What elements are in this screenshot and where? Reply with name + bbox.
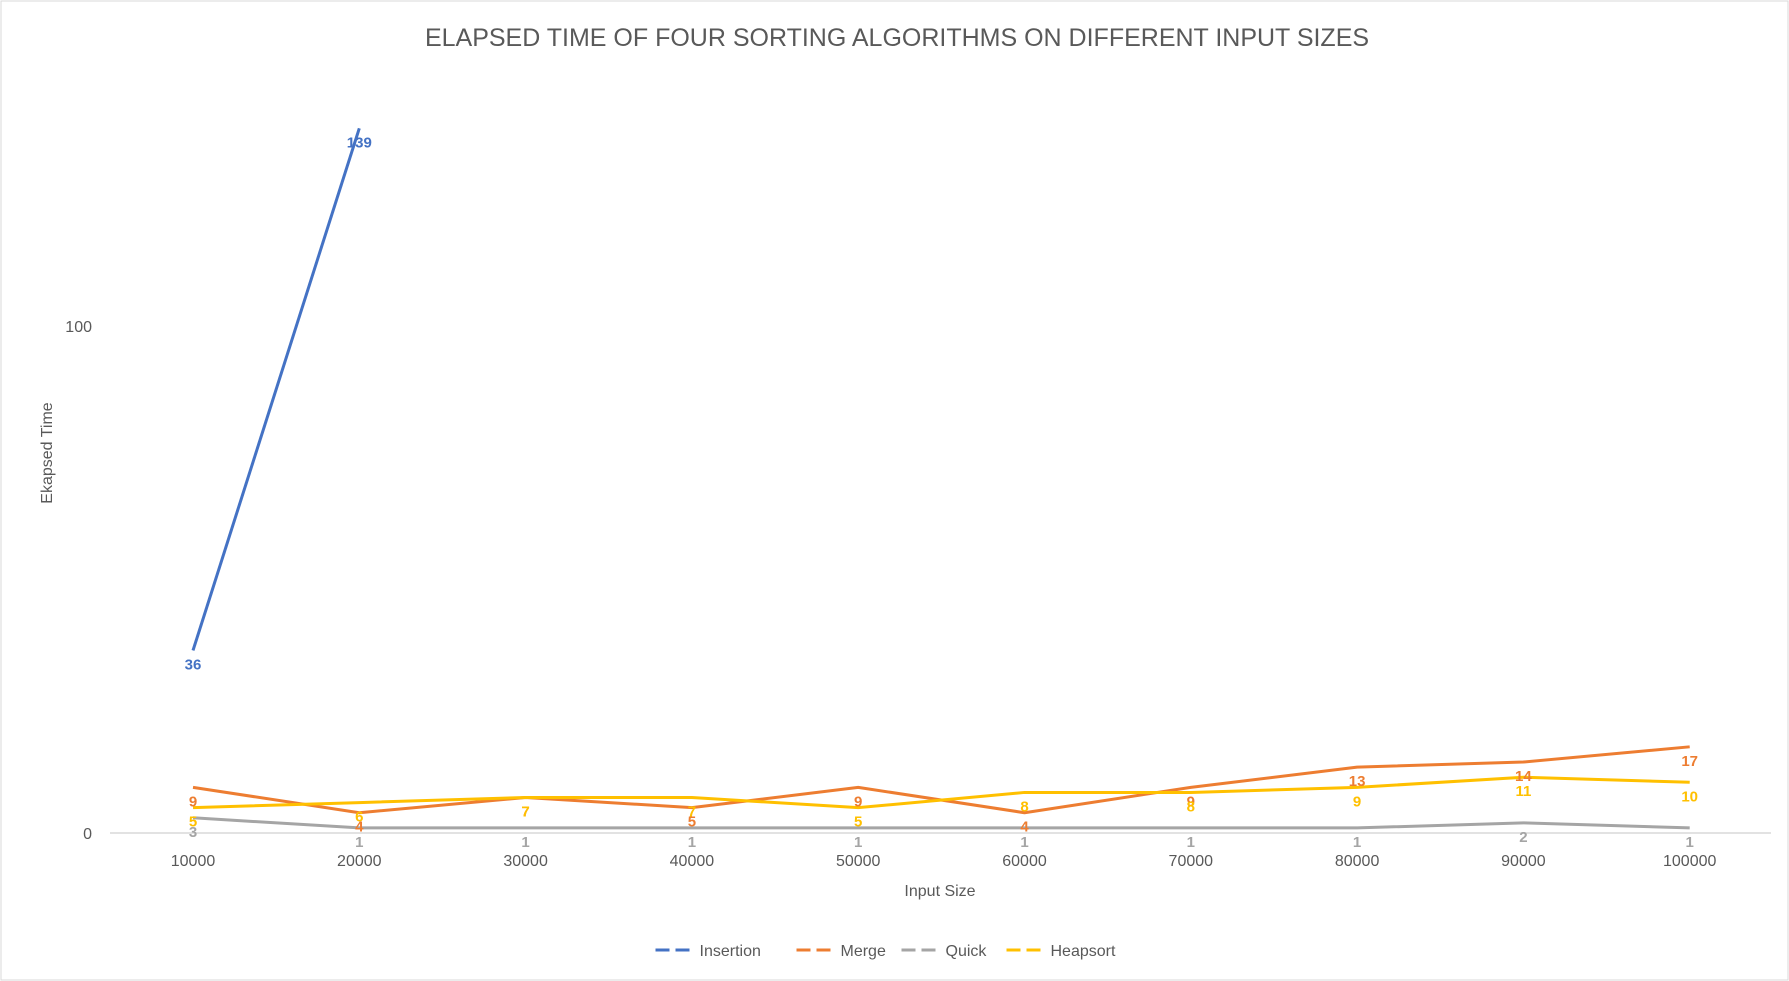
data-label-quick: 1 bbox=[521, 834, 529, 851]
series-lines bbox=[191, 127, 1690, 830]
x-tick-label: 10000 bbox=[171, 853, 216, 870]
data-label-merge: 9 bbox=[1187, 793, 1195, 810]
legend-label-merge: Merge bbox=[841, 943, 886, 960]
data-label-quick: 1 bbox=[1020, 834, 1028, 851]
data-label-quick: 3 bbox=[189, 824, 197, 841]
data-label-heapsort: 7 bbox=[688, 804, 696, 821]
series-line-heapsort bbox=[192, 775, 1690, 810]
data-label-merge: 14 bbox=[1515, 768, 1532, 785]
legend-item-heapsort: Heapsort bbox=[1006, 943, 1116, 960]
data-label-insertion: 36 bbox=[185, 656, 202, 673]
series-line-insertion bbox=[191, 127, 361, 651]
data-label-merge: 7 bbox=[521, 804, 529, 821]
data-label-quick: 1 bbox=[1353, 834, 1361, 851]
legend-label-quick: Quick bbox=[946, 943, 988, 960]
x-tick-label: 90000 bbox=[1501, 853, 1546, 870]
y-axis-ticks: 0 100 bbox=[65, 319, 92, 843]
data-label-heapsort: 6 bbox=[355, 809, 363, 826]
data-label-heapsort: 10 bbox=[1681, 788, 1698, 805]
data-label-merge: 4 bbox=[1020, 819, 1029, 836]
data-label-quick: 1 bbox=[688, 834, 696, 851]
x-tick-label: 70000 bbox=[1169, 853, 1214, 870]
x-tick-label: 50000 bbox=[836, 853, 881, 870]
data-label-quick: 1 bbox=[1187, 834, 1195, 851]
data-label-heapsort: 7 bbox=[521, 804, 529, 821]
y-tick-label: 100 bbox=[65, 319, 92, 336]
data-label-merge: 13 bbox=[1349, 773, 1366, 790]
x-tick-label: 20000 bbox=[337, 853, 382, 870]
data-label-quick: 2 bbox=[1519, 829, 1527, 846]
legend-label-heapsort: Heapsort bbox=[1051, 943, 1116, 960]
data-label-heapsort: 11 bbox=[1515, 783, 1531, 800]
data-label-merge: 5 bbox=[688, 814, 696, 831]
legend-item-merge: Merge bbox=[796, 943, 886, 960]
data-label-heapsort: 5 bbox=[854, 814, 862, 831]
data-label-heapsort: 8 bbox=[1020, 798, 1028, 815]
chart-title: ELAPSED TIME OF FOUR SORTING ALGORITHMS … bbox=[425, 24, 1369, 52]
x-tick-label: 30000 bbox=[503, 853, 548, 870]
data-label-heapsort: 9 bbox=[1353, 793, 1361, 810]
y-tick-label: 0 bbox=[83, 826, 92, 843]
data-label-insertion: 139 bbox=[347, 134, 372, 151]
x-tick-label: 100000 bbox=[1663, 853, 1716, 870]
data-label-heapsort: 5 bbox=[189, 814, 197, 831]
x-tick-label: 40000 bbox=[670, 853, 715, 870]
data-label-merge: 9 bbox=[189, 793, 197, 810]
legend-label-insertion: Insertion bbox=[700, 943, 761, 960]
y-axis-label: Ekapsed Time bbox=[39, 402, 56, 503]
x-tick-label: 60000 bbox=[1002, 853, 1047, 870]
data-label-quick: 1 bbox=[1686, 834, 1694, 851]
data-label-merge: 4 bbox=[355, 819, 364, 836]
data-label-merge: 9 bbox=[854, 793, 862, 810]
data-label-quick: 1 bbox=[854, 834, 862, 851]
data-label-merge: 17 bbox=[1681, 753, 1698, 770]
x-tick-label: 80000 bbox=[1335, 853, 1380, 870]
data-label-heapsort: 8 bbox=[1187, 798, 1195, 815]
data-label-quick: 1 bbox=[355, 834, 363, 851]
legend-item-quick: Quick bbox=[901, 943, 988, 960]
legend: Insertion Merge Quick Heapsort bbox=[655, 943, 1116, 960]
series-line-quick bbox=[192, 816, 1690, 830]
legend-item-insertion: Insertion bbox=[655, 943, 761, 960]
x-axis-ticks: 10000 20000 30000 40000 50000 60000 70000 80000… bbox=[171, 853, 1717, 870]
x-axis-label: Input Size bbox=[904, 883, 975, 900]
